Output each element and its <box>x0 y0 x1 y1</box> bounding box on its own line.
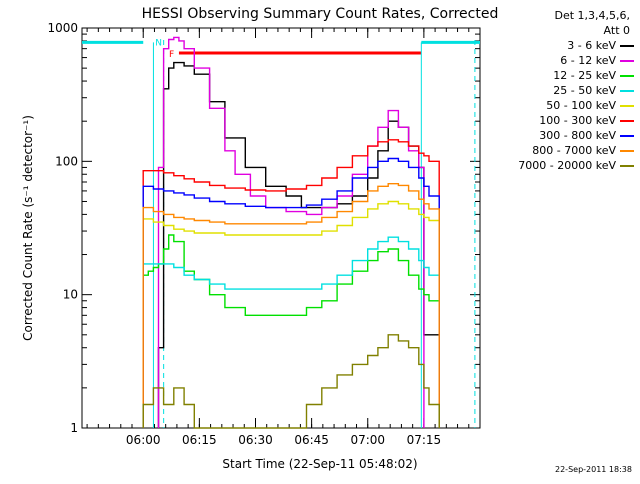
x-tick-label: 06:15 <box>182 433 217 447</box>
legend-entry-label: 300 - 800 keV <box>539 129 616 142</box>
legend-swatch <box>620 149 634 152</box>
x-tick-label: 06:45 <box>294 433 329 447</box>
legend-entry: 100 - 300 keV <box>484 113 634 128</box>
legend-entry-label: 7000 - 20000 keV <box>518 159 616 172</box>
flare-flag-label: F <box>169 50 174 60</box>
legend-entry-label: 3 - 6 keV <box>567 39 616 52</box>
series-line-8 <box>142 334 440 429</box>
series-line-7 <box>142 183 440 428</box>
legend-swatch <box>620 134 634 137</box>
series-line-2 <box>142 234 440 428</box>
legend-swatch <box>620 164 634 167</box>
legend-entry-label: 800 - 7000 keV <box>532 144 616 157</box>
x-tick-label: 06:30 <box>238 433 273 447</box>
legend-entry: 3 - 6 keV <box>484 38 634 53</box>
x-tick-label: 07:00 <box>350 433 385 447</box>
legend-entry: 25 - 50 keV <box>484 83 634 98</box>
legend-header-line2: Att 0 <box>603 24 630 37</box>
timestamp: 22-Sep-2011 18:38 <box>555 465 632 474</box>
x-axis-label: Start Time (22-Sep-11 05:48:02) <box>222 457 417 471</box>
y-tick-label: 1 <box>70 421 78 435</box>
series-line-6 <box>142 157 440 428</box>
legend-swatch <box>620 59 634 62</box>
legend-swatch <box>620 74 634 77</box>
chart-title: HESSI Observing Summary Count Rates, Cor… <box>142 6 499 22</box>
legend-entry-label: 100 - 300 keV <box>539 114 616 127</box>
legend-entries: 3 - 6 keV 6 - 12 keV 12 - 25 keV 25 - 50 ke… <box>484 38 634 173</box>
legend-entry-label: 25 - 50 keV <box>553 84 616 97</box>
legend-swatch <box>620 104 634 107</box>
series-line-3 <box>142 236 440 428</box>
series-line-4 <box>142 200 440 428</box>
series-line-0 <box>157 61 440 428</box>
legend-swatch <box>620 119 634 122</box>
legend-swatch <box>620 89 634 92</box>
legend: Det 1,3,4,5,6, Att 0 3 - 6 keV 6 - 12 keV… <box>484 8 634 173</box>
y-axis-label: Corrected Count Rate (s⁻¹ detector⁻¹) <box>21 115 35 341</box>
legend-entry: 6 - 12 keV <box>484 53 634 68</box>
x-tick-label: 06:00 <box>126 433 161 447</box>
legend-entry-label: 50 - 100 keV <box>546 99 616 112</box>
series-line-5 <box>142 139 440 428</box>
legend-entry-label: 6 - 12 keV <box>560 54 616 67</box>
legend-entry: 12 - 25 keV <box>484 68 634 83</box>
legend-entry: 50 - 100 keV <box>484 98 634 113</box>
legend-entry-label: 12 - 25 keV <box>553 69 616 82</box>
legend-entry: 7000 - 20000 keV <box>484 158 634 173</box>
legend-entry: 300 - 800 keV <box>484 128 634 143</box>
state-bar-label: N <box>155 38 162 48</box>
x-tick-label: 07:15 <box>407 433 442 447</box>
y-tick-label: 1000 <box>47 21 78 35</box>
plot-frame <box>81 27 481 429</box>
legend-swatch <box>620 44 634 47</box>
y-tick-label: 100 <box>55 154 78 168</box>
legend-header-line1: Det 1,3,4,5,6, <box>554 9 630 22</box>
y-tick-label: 10 <box>63 288 78 302</box>
legend-entry: 800 - 7000 keV <box>484 143 634 158</box>
